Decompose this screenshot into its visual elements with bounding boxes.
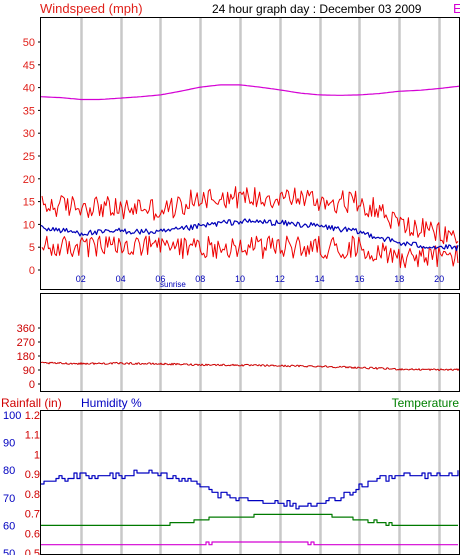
- temperature-series-line: [41, 513, 458, 527]
- wind-x-tick-label: 20: [434, 274, 444, 284]
- wind-y-tick-label: 10: [23, 219, 35, 231]
- wind-x-tick-label: 06: [155, 274, 165, 284]
- graph-title: 24 hour graph day : December 03 2009: [212, 2, 422, 16]
- wind-panel-title: Windspeed (mph): [40, 1, 143, 16]
- direction-panel-frame: [40, 293, 460, 392]
- average-wind-series-line: [40, 218, 459, 252]
- direction-y-tick-label: 360: [17, 323, 35, 335]
- sunrise-annotation: sunrise: [160, 280, 186, 289]
- wind-x-tick-label: 08: [195, 274, 205, 284]
- wind-y-tick-label: 15: [23, 197, 35, 209]
- rainfall-y-tick-label: 1.1: [25, 430, 40, 442]
- direction-y-tick-label: 270: [17, 337, 35, 349]
- direction-y-tick-label: 0: [29, 379, 35, 391]
- wind-x-tick-label: 10: [235, 274, 245, 284]
- pressure-series-line: [40, 84, 460, 101]
- low-wind-series-line: [41, 235, 459, 269]
- gust-series-line: [41, 186, 459, 245]
- wind-y-tick-label: 0: [29, 265, 35, 277]
- humidity-y-tick-label: 80: [3, 465, 15, 477]
- wind-panel-frame: [40, 17, 460, 290]
- wind-y-tick-label: 30: [23, 128, 35, 140]
- humidity-y-tick-label: 50: [3, 548, 15, 555]
- rainfall-y-tick-label: 0.9: [25, 469, 40, 481]
- temperature-axis-label: Temperature: [392, 396, 460, 410]
- humidity-panel-frame: [40, 410, 460, 555]
- rainfall-axis-label: Rainfall (in): [1, 396, 62, 410]
- wind-y-tick-label: 35: [23, 105, 35, 117]
- series-layer: [40, 84, 460, 546]
- wind-x-tick-label: 04: [116, 274, 126, 284]
- wind-x-tick-label: 14: [315, 274, 325, 284]
- humidity-y-tick-label: 60: [3, 520, 15, 532]
- wind-y-tick-label: 25: [23, 151, 35, 163]
- wind-x-tick-label: 16: [354, 274, 364, 284]
- rainfall-y-tick-label: 0.5: [25, 548, 40, 555]
- wind-y-tick-label: 5: [29, 242, 35, 254]
- wind-y-tick-label: 50: [23, 37, 35, 49]
- magenta-series-line: [41, 541, 458, 546]
- humidity-y-tick-label: 100: [3, 410, 21, 422]
- humidity-axis-label: Humidity %: [81, 396, 142, 410]
- rainfall-y-tick-label: 1: [34, 449, 40, 461]
- wind-y-tick-label: 40: [23, 83, 35, 95]
- wind-y-tick-label: 20: [23, 174, 35, 186]
- wind-x-tick-label: 18: [394, 274, 404, 284]
- grid-lines: [80, 18, 441, 554]
- wind-x-tick-label: 02: [76, 274, 86, 284]
- rainfall-y-tick-label: 0.6: [25, 528, 40, 540]
- wind-y-tick-label: 45: [23, 60, 35, 72]
- humidity-series-line: [41, 469, 459, 510]
- direction-y-tick-label: 180: [17, 351, 35, 363]
- wind-x-tick-label: 12: [275, 274, 285, 284]
- wind-direction-series-line: [40, 361, 460, 372]
- rainfall-y-tick-label: 0.7: [25, 509, 40, 521]
- direction-y-tick-label: 90: [23, 365, 35, 377]
- rainfall-y-tick-label: 0.8: [25, 489, 40, 501]
- rainfall-y-tick-label: 1.2: [25, 410, 40, 422]
- humidity-y-tick-label: 90: [3, 438, 15, 450]
- cut-off-legend-glyph: E: [453, 1, 460, 16]
- humidity-y-tick-label: 70: [3, 493, 15, 505]
